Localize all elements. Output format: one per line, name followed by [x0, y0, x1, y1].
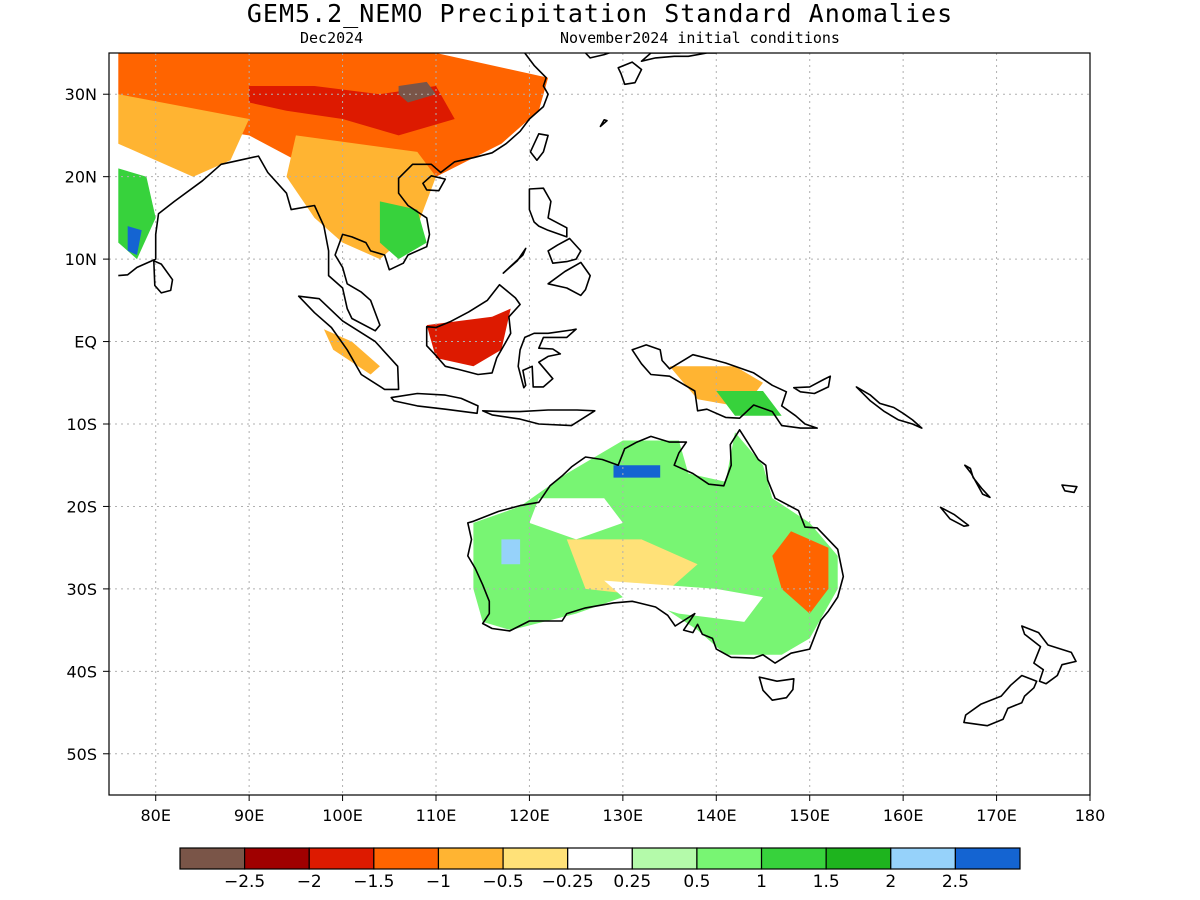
coastline-fiji	[1061, 484, 1078, 494]
coastline-tasmania	[758, 676, 795, 701]
coastline-philippines-mindanao	[547, 261, 591, 297]
coastline-java	[390, 392, 479, 415]
lon-tick-label: 140E	[696, 806, 737, 825]
lat-tick-label: 10N	[65, 250, 97, 269]
lon-tick-label: 110E	[416, 806, 457, 825]
coastline-ryukyu	[599, 119, 608, 128]
colorbar-label: −1.5	[353, 872, 394, 892]
colorbar-label: −2	[297, 872, 322, 892]
lon-tick-label: 170E	[976, 806, 1017, 825]
coastline-new-caledonia	[939, 506, 970, 527]
colorbar-label: 2.5	[942, 872, 969, 892]
coastline-vanuatu	[964, 464, 991, 499]
initial-conditions-label: November2024 initial conditions	[560, 29, 840, 47]
lat-tick-label: 50S	[66, 745, 97, 764]
colorbar-label: 0.25	[613, 872, 651, 892]
page-title: GEM5.2_NEMO Precipitation Standard Anoma…	[246, 0, 954, 28]
anomaly-patch-tibet-china	[118, 53, 549, 194]
anomaly-patch-australia-west-blue	[501, 539, 521, 565]
coastline-korea	[584, 53, 617, 59]
colorbar-swatch	[954, 847, 1021, 870]
coastline-nz-south	[963, 674, 1038, 727]
colorbar-swatch	[179, 847, 246, 870]
colorbar-swatch	[696, 847, 763, 870]
colorbar-label: −0.5	[482, 872, 523, 892]
lon-tick-label: 80E	[140, 806, 170, 825]
coastline-taiwan	[529, 133, 549, 161]
coastline-japan-kyushu	[617, 61, 643, 86]
coastlines	[118, 53, 1078, 727]
colorbar-swatch	[890, 847, 956, 870]
lat-tick-label: 10S	[66, 415, 97, 434]
anomaly-patch-south-india-blue	[127, 226, 142, 255]
anomaly-patch-australia-interior-white	[529, 498, 623, 540]
lat-tick-label: 40S	[66, 662, 97, 681]
lon-tick-label: 130E	[603, 806, 644, 825]
colorbar-swatch	[437, 847, 504, 870]
lat-tick-label: 30S	[66, 580, 97, 599]
colorbar-label: 2	[885, 872, 896, 892]
coastline-japan-shikoku-honshu	[640, 53, 718, 62]
colorbar-swatch	[308, 847, 375, 870]
colorbar-swatch	[825, 847, 892, 870]
coastline-philippines-visayas	[547, 237, 582, 264]
anomaly-patch-north-india	[118, 94, 250, 177]
coastline-philippines-luzon	[528, 187, 568, 238]
anomaly-patch-vietnam-green	[379, 201, 427, 260]
lon-tick-label: 180	[1075, 806, 1106, 825]
coastline-new-britain	[793, 375, 832, 395]
anomaly-patch-china-dark	[398, 81, 436, 103]
lon-tick-label: 100E	[322, 806, 363, 825]
colorbar: −2.5 −2 −1.5 −1 −0.5 −0.25 0.25 0.5 1 1.5 2 2.5	[179, 847, 1021, 892]
coastline-sumatra	[297, 295, 400, 391]
coastline-borneo	[425, 283, 521, 376]
colorbar-swatch	[502, 847, 569, 870]
lat-tick-label: EQ	[74, 333, 97, 352]
lat-tick-label: 20N	[65, 168, 97, 187]
coastline-nz-north	[1021, 625, 1077, 685]
coastline-bali-lesser-sunda	[481, 409, 596, 427]
anomaly-patch-south-india-green	[118, 168, 156, 260]
colorbar-swatch	[631, 847, 698, 870]
forecast-month: Dec2024	[300, 29, 364, 47]
anomaly-patch-australia-center-yellow	[566, 539, 698, 598]
colorbar-swatch	[244, 847, 310, 870]
colorbar-label: −0.25	[542, 872, 594, 892]
coastline-philippines-palawan	[502, 247, 527, 274]
colorbar-label: −2.5	[224, 872, 265, 892]
colorbar-swatch	[373, 847, 440, 870]
anomaly-patch-sumatra	[323, 329, 380, 375]
coastline-new-guinea	[631, 344, 818, 429]
map-plot-area	[109, 53, 1090, 795]
colorbar-label: 1.5	[813, 872, 840, 892]
coastline-hainan	[422, 175, 447, 192]
coastline-australia	[467, 429, 845, 664]
lat-tick-label: 30N	[65, 85, 97, 104]
colorbar-swatch	[567, 847, 633, 870]
coastline-asia-coast	[118, 53, 549, 332]
map-background	[109, 53, 1090, 795]
colorbar-swatch	[760, 847, 827, 870]
lon-tick-label: 90E	[234, 806, 264, 825]
colorbar-label: 0.5	[683, 872, 710, 892]
anomaly-patch-australia-south-white	[604, 580, 763, 622]
anomaly-patch-australia-east-orange	[772, 531, 829, 614]
colorbar-label: 1	[756, 872, 767, 892]
anomaly-patch-australia-north-blue	[613, 465, 661, 478]
lon-tick-label: 150E	[789, 806, 830, 825]
coastline-sulawesi	[517, 328, 577, 389]
map-axes: 80E 90E 100E 110E 120E 130E 140E 150E 160E 170E 18…	[65, 85, 1106, 825]
colorbar-label: −1	[426, 872, 451, 892]
coastline-solomon	[855, 386, 923, 429]
lon-tick-label: 160E	[883, 806, 924, 825]
lat-tick-label: 20S	[66, 497, 97, 516]
lon-tick-label: 120E	[509, 806, 550, 825]
coastline-sri-lanka	[153, 260, 174, 294]
anomaly-shading	[118, 53, 838, 655]
